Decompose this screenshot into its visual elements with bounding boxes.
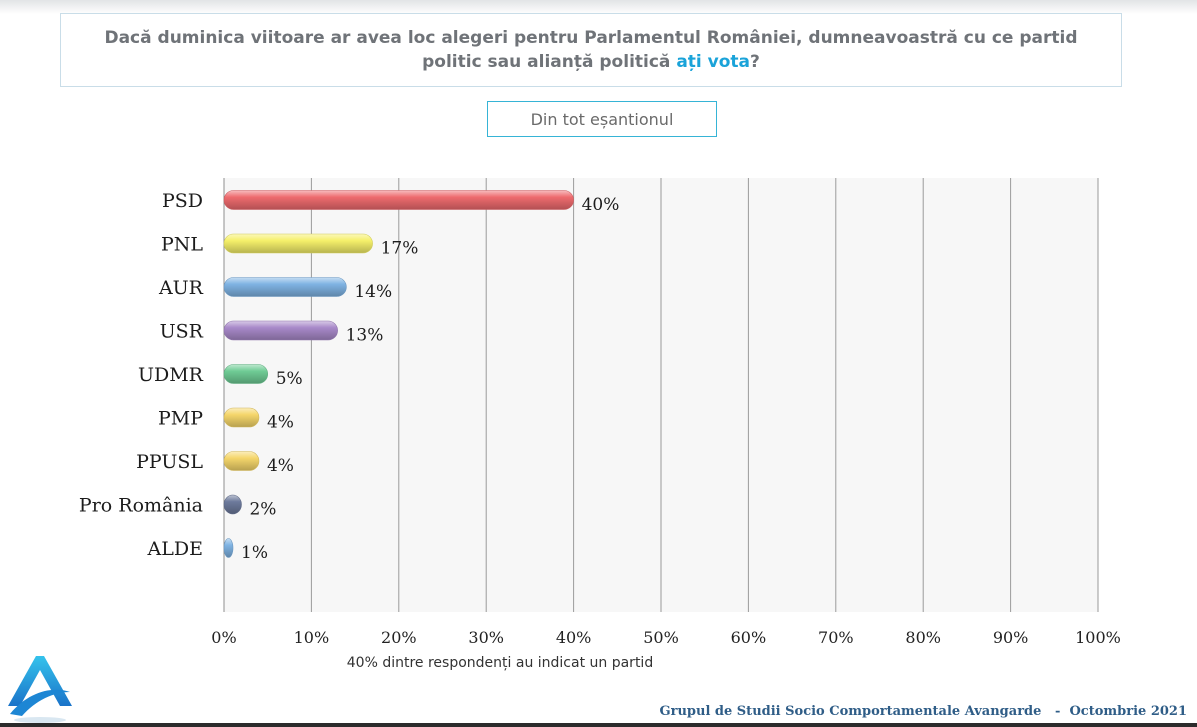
bar: [223, 277, 347, 297]
x-tick-label: 10%: [294, 628, 330, 647]
value-label: 40%: [582, 195, 620, 215]
value-label: 14%: [354, 282, 392, 302]
value-label: 1%: [241, 543, 268, 563]
value-label: 4%: [267, 413, 294, 433]
bar: [223, 407, 260, 428]
category-label: UDMR: [138, 364, 204, 386]
bottom-border: [0, 723, 1197, 727]
footer-separator: -: [1055, 704, 1061, 719]
x-tick-label: 70%: [818, 628, 854, 647]
bar: [223, 494, 242, 515]
question-box: Dacă duminica viitoare ar avea loc alege…: [60, 13, 1122, 87]
bar: [223, 190, 574, 210]
x-tick-label: 30%: [468, 628, 504, 647]
x-tick-label: 60%: [731, 628, 767, 647]
category-label: PPUSL: [136, 451, 203, 473]
footer-org: Grupul de Studii Socio Comportamentale A…: [659, 704, 1042, 719]
category-label: PNL: [161, 234, 203, 256]
category-label: PMP: [158, 408, 203, 430]
bar: [223, 451, 260, 471]
category-label: ALDE: [147, 538, 203, 560]
question-end: ?: [750, 52, 760, 72]
bar: [223, 538, 234, 558]
value-label: 17%: [381, 239, 419, 259]
value-label: 2%: [249, 500, 276, 520]
x-tick-label: 90%: [993, 628, 1029, 647]
footer-date: Octombrie 2021: [1069, 704, 1187, 719]
bar: [223, 233, 373, 254]
category-label: AUR: [158, 277, 204, 299]
value-label: 4%: [267, 456, 294, 476]
category-label: Pro România: [79, 495, 203, 517]
value-label: 5%: [276, 369, 303, 389]
x-tick-label: 20%: [381, 628, 417, 647]
x-tick-label: 50%: [643, 628, 679, 647]
footer: Grupul de Studii Socio Comportamentale A…: [660, 704, 1188, 719]
question-text-main: Dacă duminica viitoare ar avea loc alege…: [104, 28, 1078, 72]
x-tick-label: 0%: [211, 628, 236, 647]
bar: [223, 320, 338, 341]
top-shade: [0, 0, 1197, 14]
category-label: USR: [160, 321, 204, 343]
question-text: Dacă duminica viitoare ar avea loc alege…: [91, 26, 1091, 74]
x-axis-title: 40% dintre respondenți au indicat un par…: [346, 655, 654, 671]
sample-label: Din tot eșantionul: [487, 101, 717, 137]
value-label: 13%: [346, 326, 384, 346]
avangarde-logo: [8, 656, 72, 723]
bar: [223, 364, 269, 384]
x-tick-label: 80%: [905, 628, 941, 647]
question-highlight: ați vota: [676, 52, 751, 72]
x-tick-label: 40%: [556, 628, 592, 647]
x-tick-label: 100%: [1075, 628, 1121, 647]
category-label: PSD: [162, 190, 203, 212]
